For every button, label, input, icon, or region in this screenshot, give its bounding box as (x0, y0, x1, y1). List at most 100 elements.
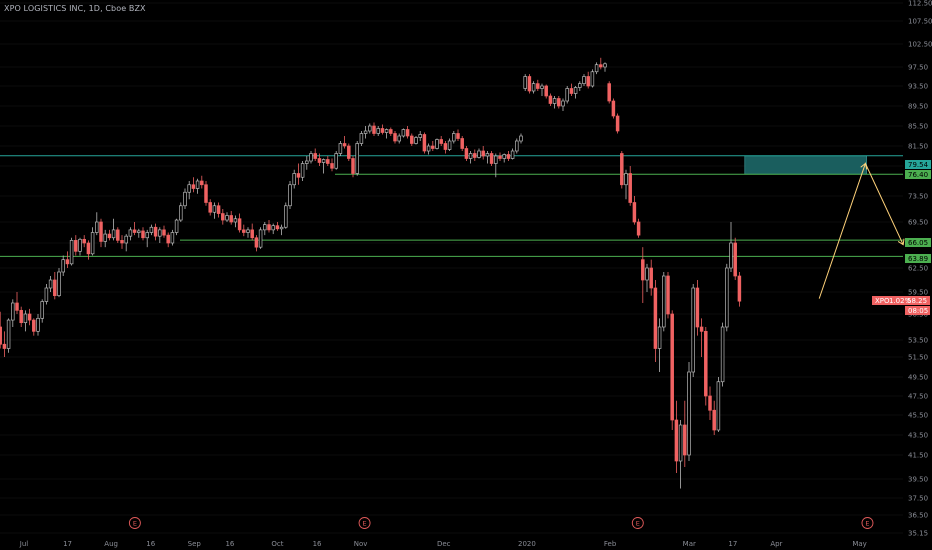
candle-body (254, 237, 259, 248)
candle-body (418, 134, 422, 138)
candle-body (284, 205, 288, 228)
candle-body (216, 205, 221, 214)
candle (540, 83, 544, 96)
candle-body (120, 240, 124, 244)
candle-body (683, 424, 687, 456)
candle (384, 128, 389, 139)
candle-body (557, 98, 561, 107)
candle (300, 161, 305, 181)
candle-body (473, 153, 477, 158)
candle-body (510, 150, 515, 159)
candle (422, 132, 427, 154)
candle (502, 153, 506, 163)
candle-body (435, 139, 439, 149)
candle-body (393, 133, 397, 142)
candle (557, 96, 561, 109)
level-tag: 79.54 (905, 160, 931, 169)
candle-body (632, 202, 637, 223)
candle-body (645, 267, 649, 281)
candle (103, 229, 107, 248)
price-axis-label: 53.50 (908, 337, 928, 345)
candle (170, 229, 175, 246)
candle (246, 227, 250, 238)
candle (78, 237, 82, 256)
price-axis-label: 47.50 (908, 393, 928, 401)
candle-body (170, 232, 175, 244)
price-axis-label: 36.50 (908, 512, 928, 520)
candle (506, 151, 511, 161)
candle-body (439, 139, 443, 144)
candle (464, 146, 469, 161)
price-axis-label: 102.50 (908, 41, 932, 49)
price-axis-label: 73.50 (908, 193, 928, 201)
candle-body (342, 143, 347, 147)
price-axis-label: 43.50 (908, 432, 928, 440)
candle (330, 158, 334, 172)
candle (338, 141, 343, 156)
candle-body (321, 159, 326, 163)
candle-body (376, 128, 380, 134)
candle-body (258, 229, 263, 248)
candle (153, 223, 158, 241)
candle-body (330, 163, 334, 169)
candle-body (678, 424, 683, 462)
candle-body (695, 287, 700, 328)
candle (380, 124, 385, 135)
candle-body (107, 233, 112, 239)
candle (57, 268, 61, 298)
earnings-marker-circle (861, 517, 874, 529)
candle-body (527, 76, 532, 92)
candle-body (699, 326, 704, 332)
candle (636, 218, 641, 238)
candle (729, 222, 733, 272)
candle-body (237, 218, 242, 231)
candle (212, 202, 217, 219)
price-axis-label: 112.50 (908, 0, 932, 8)
candle-body (414, 137, 418, 144)
price-axis-label: 37.50 (908, 495, 928, 503)
candle (86, 240, 91, 260)
candle-body (687, 371, 691, 456)
earnings-marker-label: E (636, 520, 640, 528)
candle (19, 306, 23, 327)
candle-body (187, 184, 191, 193)
time-axis[interactable]: Jul 17 Aug 16 Sep 16 Oct 16 Nov Dec 2020 Feb Mar 17 Ap… (19, 540, 932, 548)
candle-body (704, 330, 708, 397)
candle (61, 255, 65, 276)
candle-body (460, 138, 464, 149)
candle-body (712, 409, 716, 431)
earnings-marker-circle (358, 517, 371, 529)
candle-body (355, 143, 359, 174)
price-axis[interactable]: 112.50 107.50 102.50 97.50 93.50 89.50 85.50 81… (908, 0, 932, 538)
candle (141, 227, 145, 241)
countdown-label: 08:05 (908, 307, 928, 315)
candle (674, 400, 679, 473)
candle (95, 212, 99, 236)
price-axis-label: 39.50 (908, 476, 928, 484)
candle-body (99, 221, 103, 242)
earnings-marker: E (358, 517, 371, 529)
candle-body (128, 229, 133, 237)
candle (645, 263, 649, 292)
candle (363, 126, 368, 139)
level-tag-label: 79.54 (908, 161, 929, 169)
candle (90, 227, 95, 256)
candle-body (531, 83, 536, 92)
candle (498, 152, 502, 161)
candle (670, 310, 674, 430)
candle (431, 141, 435, 151)
candle (158, 227, 162, 243)
candle-body (191, 184, 196, 189)
candle (284, 202, 288, 229)
candle-body (200, 180, 204, 186)
candle-body (506, 154, 511, 159)
candle (204, 181, 208, 206)
candle-body (229, 215, 233, 223)
candle (569, 83, 574, 96)
candle (309, 151, 313, 164)
projection-layer (818, 162, 905, 299)
price-axis-label: 107.50 (908, 18, 932, 26)
candle-body (498, 155, 502, 159)
